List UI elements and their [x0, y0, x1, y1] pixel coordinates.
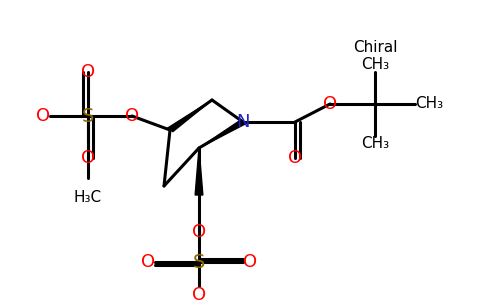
Text: CH₃: CH₃	[361, 136, 389, 151]
Text: O: O	[81, 149, 95, 167]
Text: O: O	[243, 253, 257, 271]
Polygon shape	[167, 100, 212, 132]
Text: N: N	[236, 113, 250, 131]
Polygon shape	[199, 120, 246, 148]
Text: O: O	[192, 286, 206, 300]
Text: O: O	[288, 149, 302, 167]
Polygon shape	[195, 148, 203, 195]
Text: O: O	[323, 95, 337, 113]
Text: S: S	[82, 106, 94, 125]
Text: O: O	[125, 107, 139, 125]
Text: O: O	[192, 223, 206, 241]
Text: O: O	[141, 253, 155, 271]
Text: O: O	[36, 107, 50, 125]
Text: CH₃: CH₃	[415, 97, 443, 112]
Text: S: S	[193, 253, 205, 272]
Text: H₃C: H₃C	[74, 190, 102, 205]
Text: CH₃: CH₃	[361, 57, 389, 72]
Text: Chiral: Chiral	[353, 40, 397, 55]
Text: O: O	[81, 63, 95, 81]
